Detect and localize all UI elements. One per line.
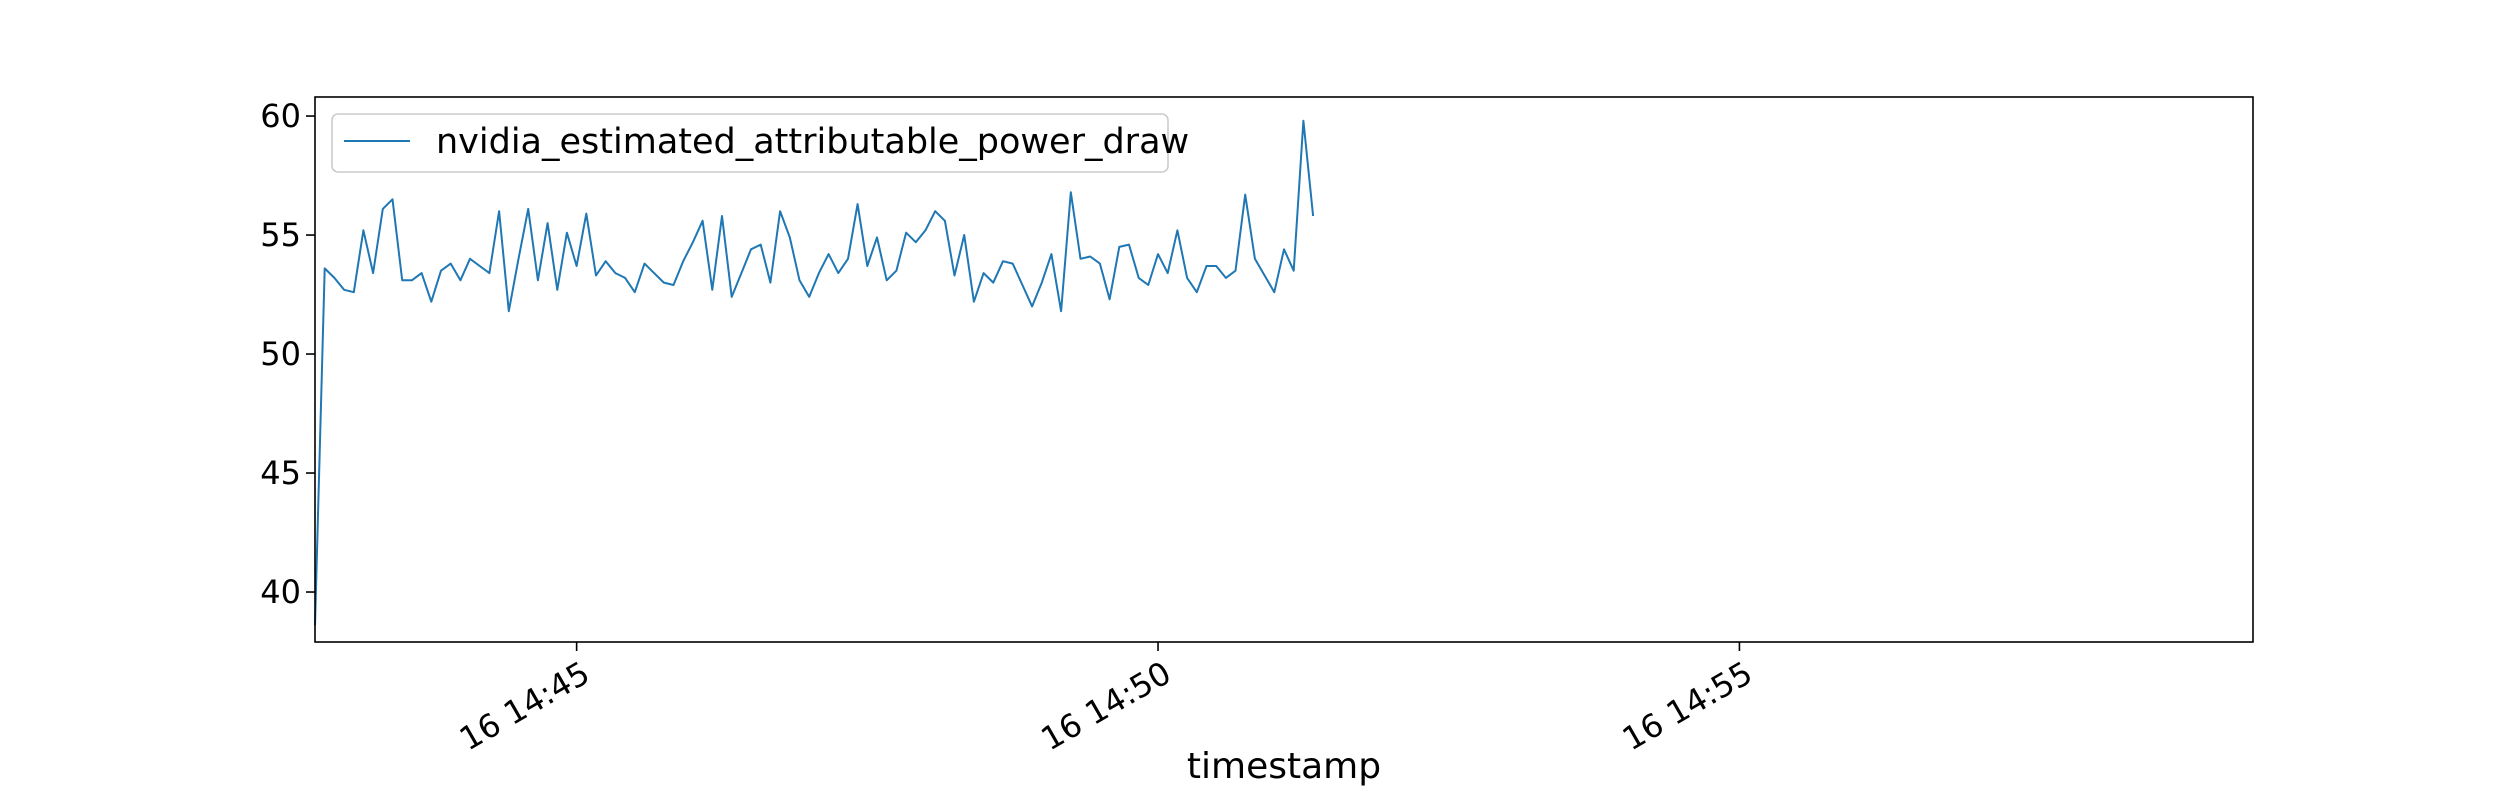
series-layer	[314, 119, 1315, 626]
legend-label: nvidia_estimated_attributable_power_draw	[436, 122, 1189, 162]
series-line	[314, 119, 1315, 626]
legend: nvidia_estimated_attributable_power_draw	[331, 113, 1189, 173]
y-tick-label: 50	[260, 335, 301, 373]
y-tick-label: 55	[260, 216, 301, 254]
legend-box	[331, 113, 1169, 173]
y-tick-label: 45	[260, 454, 301, 492]
y-tick-label: 60	[260, 97, 301, 135]
plot-frame	[314, 96, 2254, 643]
x-axis-label: timestamp	[1187, 746, 1381, 787]
y-axis: 40 45 50 55 60	[260, 97, 315, 611]
y-tick-label: 40	[260, 573, 301, 611]
